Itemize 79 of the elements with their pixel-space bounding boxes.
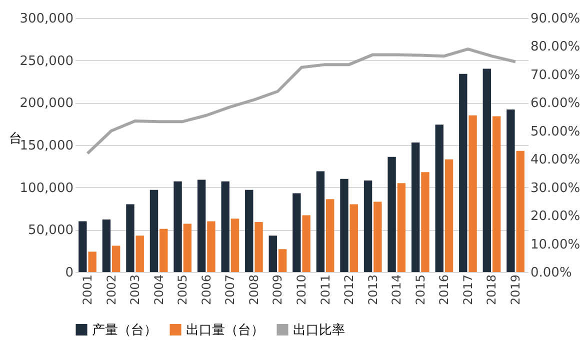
bar <box>174 181 182 272</box>
x-tick-label: 2006 <box>199 274 214 306</box>
x-tick-label: 2001 <box>80 274 94 306</box>
y-tick-label: 0 <box>65 266 74 280</box>
y2-tick-label: 70.00% <box>530 68 580 83</box>
bar <box>411 142 420 272</box>
y2-tick-label: 50.00% <box>530 124 580 140</box>
x-tick-label: 2010 <box>294 274 308 306</box>
x-tick-label: 2014 <box>390 274 404 306</box>
bar <box>388 156 396 272</box>
y2-tick-label: 10.00% <box>530 237 580 252</box>
bar <box>292 193 301 272</box>
bar <box>207 221 216 272</box>
bar <box>326 199 334 272</box>
x-tick-label: 2017 <box>460 274 475 306</box>
x-tick-label: 2015 <box>413 274 428 306</box>
bar <box>482 68 492 272</box>
bar <box>302 215 310 272</box>
bar <box>459 74 468 272</box>
bar <box>112 246 120 272</box>
x-tick-label: 2003 <box>128 274 142 306</box>
y2-tick-label: 60.00% <box>530 96 580 112</box>
y-axis-title: 台 <box>9 132 22 146</box>
bar <box>316 171 325 272</box>
y2-tick-label: 40.00% <box>530 152 580 168</box>
bar <box>374 202 382 272</box>
y-tick-label: 150,000 <box>20 138 74 154</box>
bar <box>506 109 515 272</box>
x-tick-label: 2016 <box>437 274 452 306</box>
x-tick-label: 2009 <box>270 274 285 306</box>
bar <box>444 159 454 272</box>
legend-label: 出口比率 <box>293 322 345 338</box>
bar <box>468 115 477 272</box>
bar <box>150 190 158 272</box>
bar <box>397 183 406 272</box>
bar <box>364 180 372 272</box>
bar <box>221 181 230 272</box>
line-series <box>86 48 518 155</box>
x-tick-label: 2019 <box>508 274 523 306</box>
x-tick-label: 2008 <box>246 274 261 306</box>
y-tick-label: 100,000 <box>20 180 74 196</box>
y-tick-label: 300,000 <box>20 12 74 26</box>
legend-label: 出口量（台） <box>186 322 264 338</box>
bar <box>516 150 524 272</box>
x-tick-label: 2005 <box>176 274 190 306</box>
x-tick-label: 2002 <box>104 274 118 306</box>
bar <box>350 204 358 272</box>
bar <box>136 236 144 272</box>
bar <box>230 218 240 272</box>
bar <box>160 228 168 272</box>
x-tick-label: 2012 <box>342 274 356 306</box>
bar <box>254 222 263 272</box>
y2-tick-label: 0.00% <box>530 266 572 280</box>
bar <box>435 124 444 272</box>
y-tick-label: 200,000 <box>20 96 74 112</box>
x-tick-label: 2013 <box>366 274 380 306</box>
bar <box>183 224 192 272</box>
bar <box>88 252 96 272</box>
y-tick-label: 250,000 <box>20 54 74 69</box>
bar <box>268 236 277 272</box>
legend-label: 产量（台） <box>92 322 157 338</box>
bar <box>278 249 287 272</box>
y2-tick-label: 20.00% <box>530 209 580 224</box>
bar <box>126 204 134 272</box>
bar <box>492 116 501 272</box>
x-tick-label: 2011 <box>318 274 332 306</box>
x-tick-label: 2007 <box>223 274 238 306</box>
x-tick-label: 2004 <box>152 274 166 306</box>
y2-tick-label: 90.00% <box>530 12 580 26</box>
bar <box>78 221 87 272</box>
bar <box>197 180 206 272</box>
y-tick-label: 50,000 <box>28 223 74 238</box>
bar <box>340 178 348 272</box>
bar <box>102 220 111 272</box>
bar <box>421 172 430 272</box>
x-tick-label: 2018 <box>484 274 499 306</box>
y2-tick-label: 80.00% <box>530 40 580 55</box>
bar <box>245 190 254 272</box>
y2-tick-label: 30.00% <box>530 180 580 196</box>
